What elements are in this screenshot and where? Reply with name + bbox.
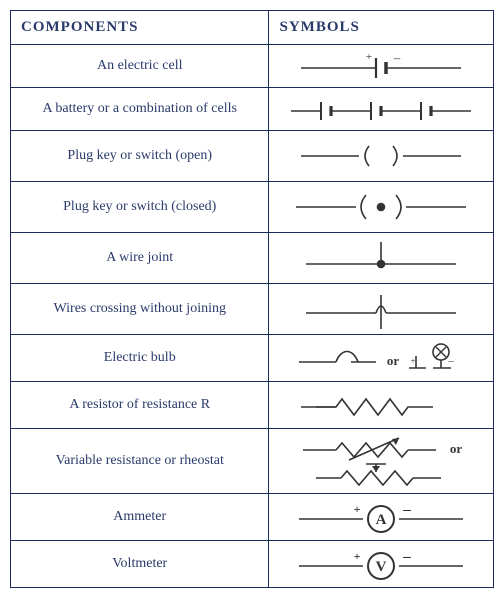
svg-text:V: V [376, 559, 387, 575]
table-row: An electric cell+– [11, 45, 494, 88]
svg-text:+: + [411, 356, 416, 366]
symbol-cell-switch_open [269, 131, 494, 182]
component-label: Plug key or switch (open) [11, 131, 269, 182]
table-row: Electric bulb or + – [11, 335, 494, 382]
symbol-cell-resistor [269, 382, 494, 429]
component-label: Variable resistance or rheostat [11, 429, 269, 494]
svg-text:–: – [393, 50, 401, 65]
symbol-cell-switch_closed [269, 182, 494, 233]
symbol-cell-wire_joint [269, 233, 494, 284]
symbol-cell-voltmeter: V + – [269, 541, 494, 588]
symbol-cell-cell: +– [269, 45, 494, 88]
table-row: A resistor of resistance R [11, 382, 494, 429]
symbol-cell-bulb: or + – [269, 335, 494, 382]
svg-text:–: – [402, 549, 411, 565]
svg-text:or: or [450, 441, 463, 456]
component-label: Ammeter [11, 494, 269, 541]
table-row: Plug key or switch (open) [11, 131, 494, 182]
table-row: Ammeter A + – [11, 494, 494, 541]
table-row: A battery or a combination of cells [11, 88, 494, 131]
circuit-symbols-table: COMPONENTS SYMBOLS An electric cell+–A b… [10, 10, 494, 588]
component-label: Wires crossing without joining [11, 284, 269, 335]
svg-text:+: + [354, 549, 361, 563]
svg-text:+: + [366, 51, 372, 63]
table-row: A wire joint [11, 233, 494, 284]
table-row: Plug key or switch (closed) [11, 182, 494, 233]
component-label: Electric bulb [11, 335, 269, 382]
svg-text:or: or [387, 353, 400, 368]
component-label: An electric cell [11, 45, 269, 88]
table-row: Variable resistance or rheostat or [11, 429, 494, 494]
svg-text:–: – [402, 502, 411, 518]
svg-text:A: A [376, 512, 387, 528]
symbol-cell-rheostat: or [269, 429, 494, 494]
component-label: A wire joint [11, 233, 269, 284]
symbol-cell-ammeter: A + – [269, 494, 494, 541]
symbol-cell-battery [269, 88, 494, 131]
svg-text:–: – [447, 355, 454, 367]
table-row: Wires crossing without joining [11, 284, 494, 335]
component-label: A resistor of resistance R [11, 382, 269, 429]
component-label: Plug key or switch (closed) [11, 182, 269, 233]
symbol-cell-wire_cross [269, 284, 494, 335]
header-symbols: SYMBOLS [269, 11, 494, 45]
header-components: COMPONENTS [11, 11, 269, 45]
component-label: Voltmeter [11, 541, 269, 588]
component-label: A battery or a combination of cells [11, 88, 269, 131]
svg-text:+: + [354, 502, 361, 516]
table-row: Voltmeter V + – [11, 541, 494, 588]
